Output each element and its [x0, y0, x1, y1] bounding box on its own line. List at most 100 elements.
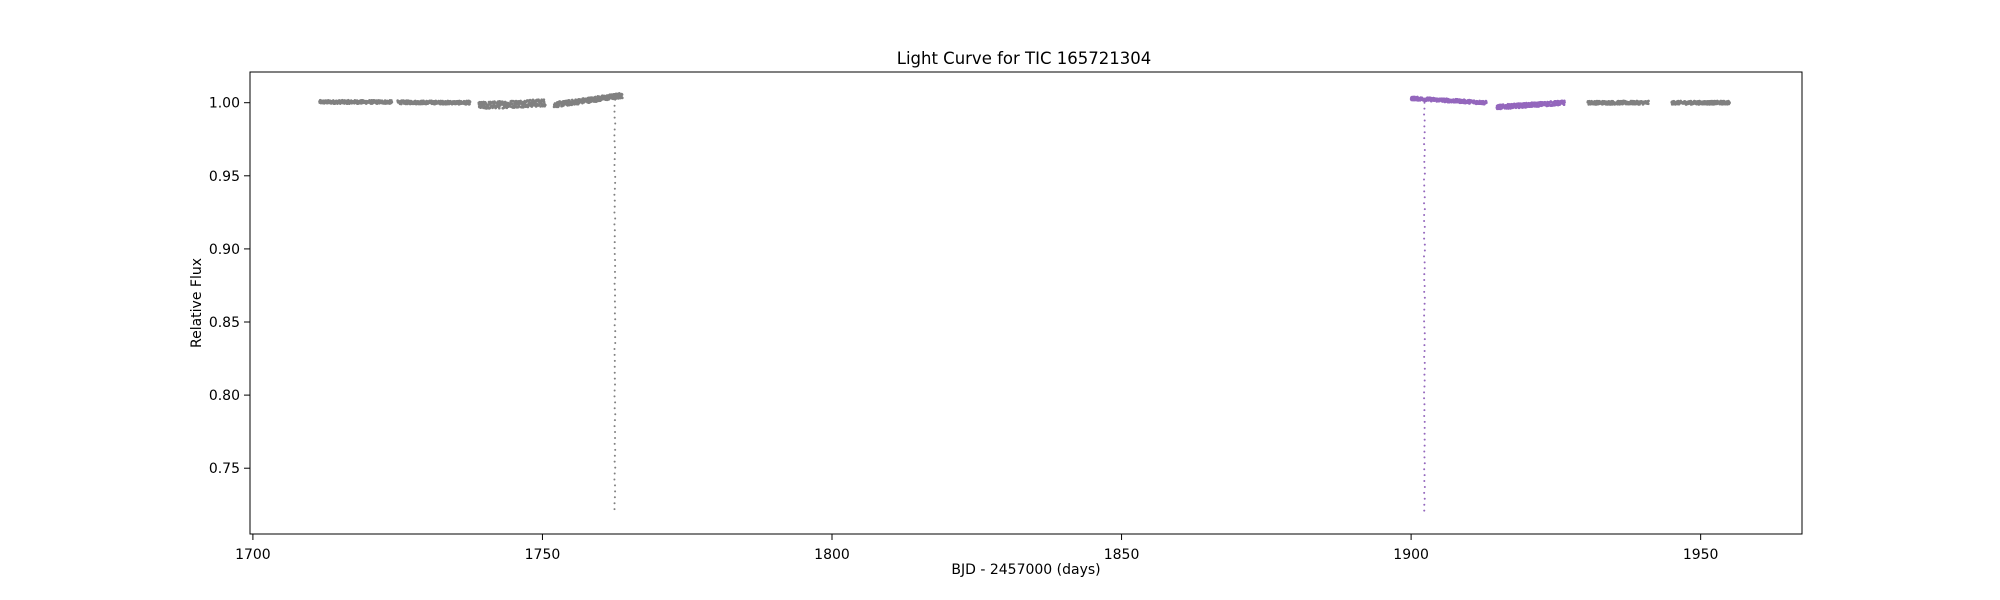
flux-point — [613, 359, 616, 362]
flux-point — [613, 211, 616, 214]
flux-point — [1423, 137, 1426, 140]
flux-point — [1423, 349, 1426, 352]
flux-point — [390, 100, 394, 104]
x-tick-label: 1700 — [235, 547, 271, 563]
flux-point — [1423, 503, 1426, 506]
flux-point — [613, 496, 616, 499]
flux-point — [1423, 219, 1426, 222]
flux-point — [594, 95, 597, 99]
flux-point — [613, 241, 616, 244]
chart-title: Light Curve for TIC 165721304 — [897, 49, 1151, 68]
y-axis-label: Relative Flux — [189, 258, 205, 348]
x-tick-label: 1750 — [525, 547, 561, 563]
flux-point — [613, 353, 616, 356]
flux-point — [614, 217, 617, 220]
flux-segment — [318, 98, 394, 106]
flux-point — [613, 460, 616, 463]
flux-point — [613, 229, 616, 232]
flux-segment — [1586, 99, 1650, 106]
flux-point — [491, 105, 495, 109]
flux-point — [613, 270, 616, 273]
flux-point — [614, 122, 617, 125]
flux-point — [613, 377, 616, 380]
flux-point — [1423, 208, 1426, 211]
flux-point — [613, 484, 616, 487]
flux-point — [614, 413, 617, 416]
flux-point — [614, 383, 617, 386]
flux-segment — [552, 92, 624, 109]
flux-point — [1423, 409, 1426, 412]
flux-point — [1423, 160, 1426, 163]
flux-point — [1423, 432, 1426, 435]
flux-point — [613, 312, 616, 315]
flux-point — [613, 169, 616, 172]
flux-point — [1423, 131, 1426, 134]
flux-point — [539, 105, 542, 108]
flux-point — [613, 253, 616, 256]
flux-point — [613, 187, 616, 190]
flux-point — [1562, 103, 1566, 107]
flux-point — [1423, 450, 1426, 453]
flux-point — [613, 365, 616, 368]
flux-point — [1423, 426, 1426, 429]
flux-point — [1423, 113, 1426, 116]
flux-point — [1423, 249, 1426, 252]
x-tick-label: 1800 — [814, 547, 850, 563]
flux-point — [613, 472, 616, 475]
flux-point — [1423, 444, 1426, 447]
flux-point — [614, 401, 617, 404]
flux-point — [544, 103, 547, 107]
flux-point — [613, 104, 616, 107]
flux-point — [614, 448, 617, 451]
flux-point — [1423, 314, 1426, 317]
flux-point — [613, 110, 616, 113]
flux-point — [613, 288, 616, 291]
flux-point — [613, 347, 616, 350]
flux-point — [1728, 101, 1731, 105]
flux-point — [614, 181, 617, 184]
flux-point — [1537, 105, 1540, 108]
flux-point — [1423, 267, 1426, 270]
y-tick-label: 0.75 — [209, 461, 240, 477]
data-points — [318, 92, 1731, 512]
flux-point — [1423, 296, 1426, 299]
flux-point — [613, 146, 616, 149]
flux-point — [614, 264, 617, 267]
flux-point — [614, 330, 617, 333]
flux-segment — [396, 99, 472, 106]
flux-point — [614, 336, 617, 339]
flux-point — [1423, 149, 1426, 151]
flux-point — [1423, 485, 1426, 488]
flux-point — [613, 282, 616, 285]
flux-point — [1423, 237, 1426, 240]
flux-point — [1423, 379, 1426, 382]
transit-dip — [613, 98, 617, 511]
flux-point — [614, 98, 617, 101]
flux-segment — [1670, 99, 1731, 106]
flux-point — [613, 425, 616, 428]
flux-point — [613, 502, 616, 505]
flux-point — [1647, 99, 1650, 103]
flux-point — [614, 294, 617, 297]
flux-point — [614, 490, 617, 493]
flux-point — [613, 247, 616, 250]
flux-point — [1423, 308, 1426, 311]
flux-point — [528, 98, 532, 102]
flux-point — [614, 276, 617, 279]
flux-point — [1423, 373, 1426, 376]
flux-point — [613, 371, 616, 374]
flux-point — [613, 389, 616, 392]
flux-point — [613, 407, 616, 410]
flux-point — [614, 431, 617, 434]
flux-point — [1423, 166, 1426, 169]
flux-point — [1423, 302, 1426, 305]
flux-point — [1423, 491, 1426, 494]
flux-point — [1647, 102, 1650, 106]
flux-point — [1423, 355, 1426, 358]
x-axis-ticks: 1700 1750 1800 1850 1900 1950 — [235, 534, 1718, 563]
flux-point — [1423, 344, 1426, 347]
x-tick-label: 1850 — [1104, 547, 1140, 563]
y-tick-label: 0.80 — [209, 388, 240, 404]
flux-point — [614, 152, 617, 155]
x-tick-label: 1950 — [1683, 547, 1719, 563]
